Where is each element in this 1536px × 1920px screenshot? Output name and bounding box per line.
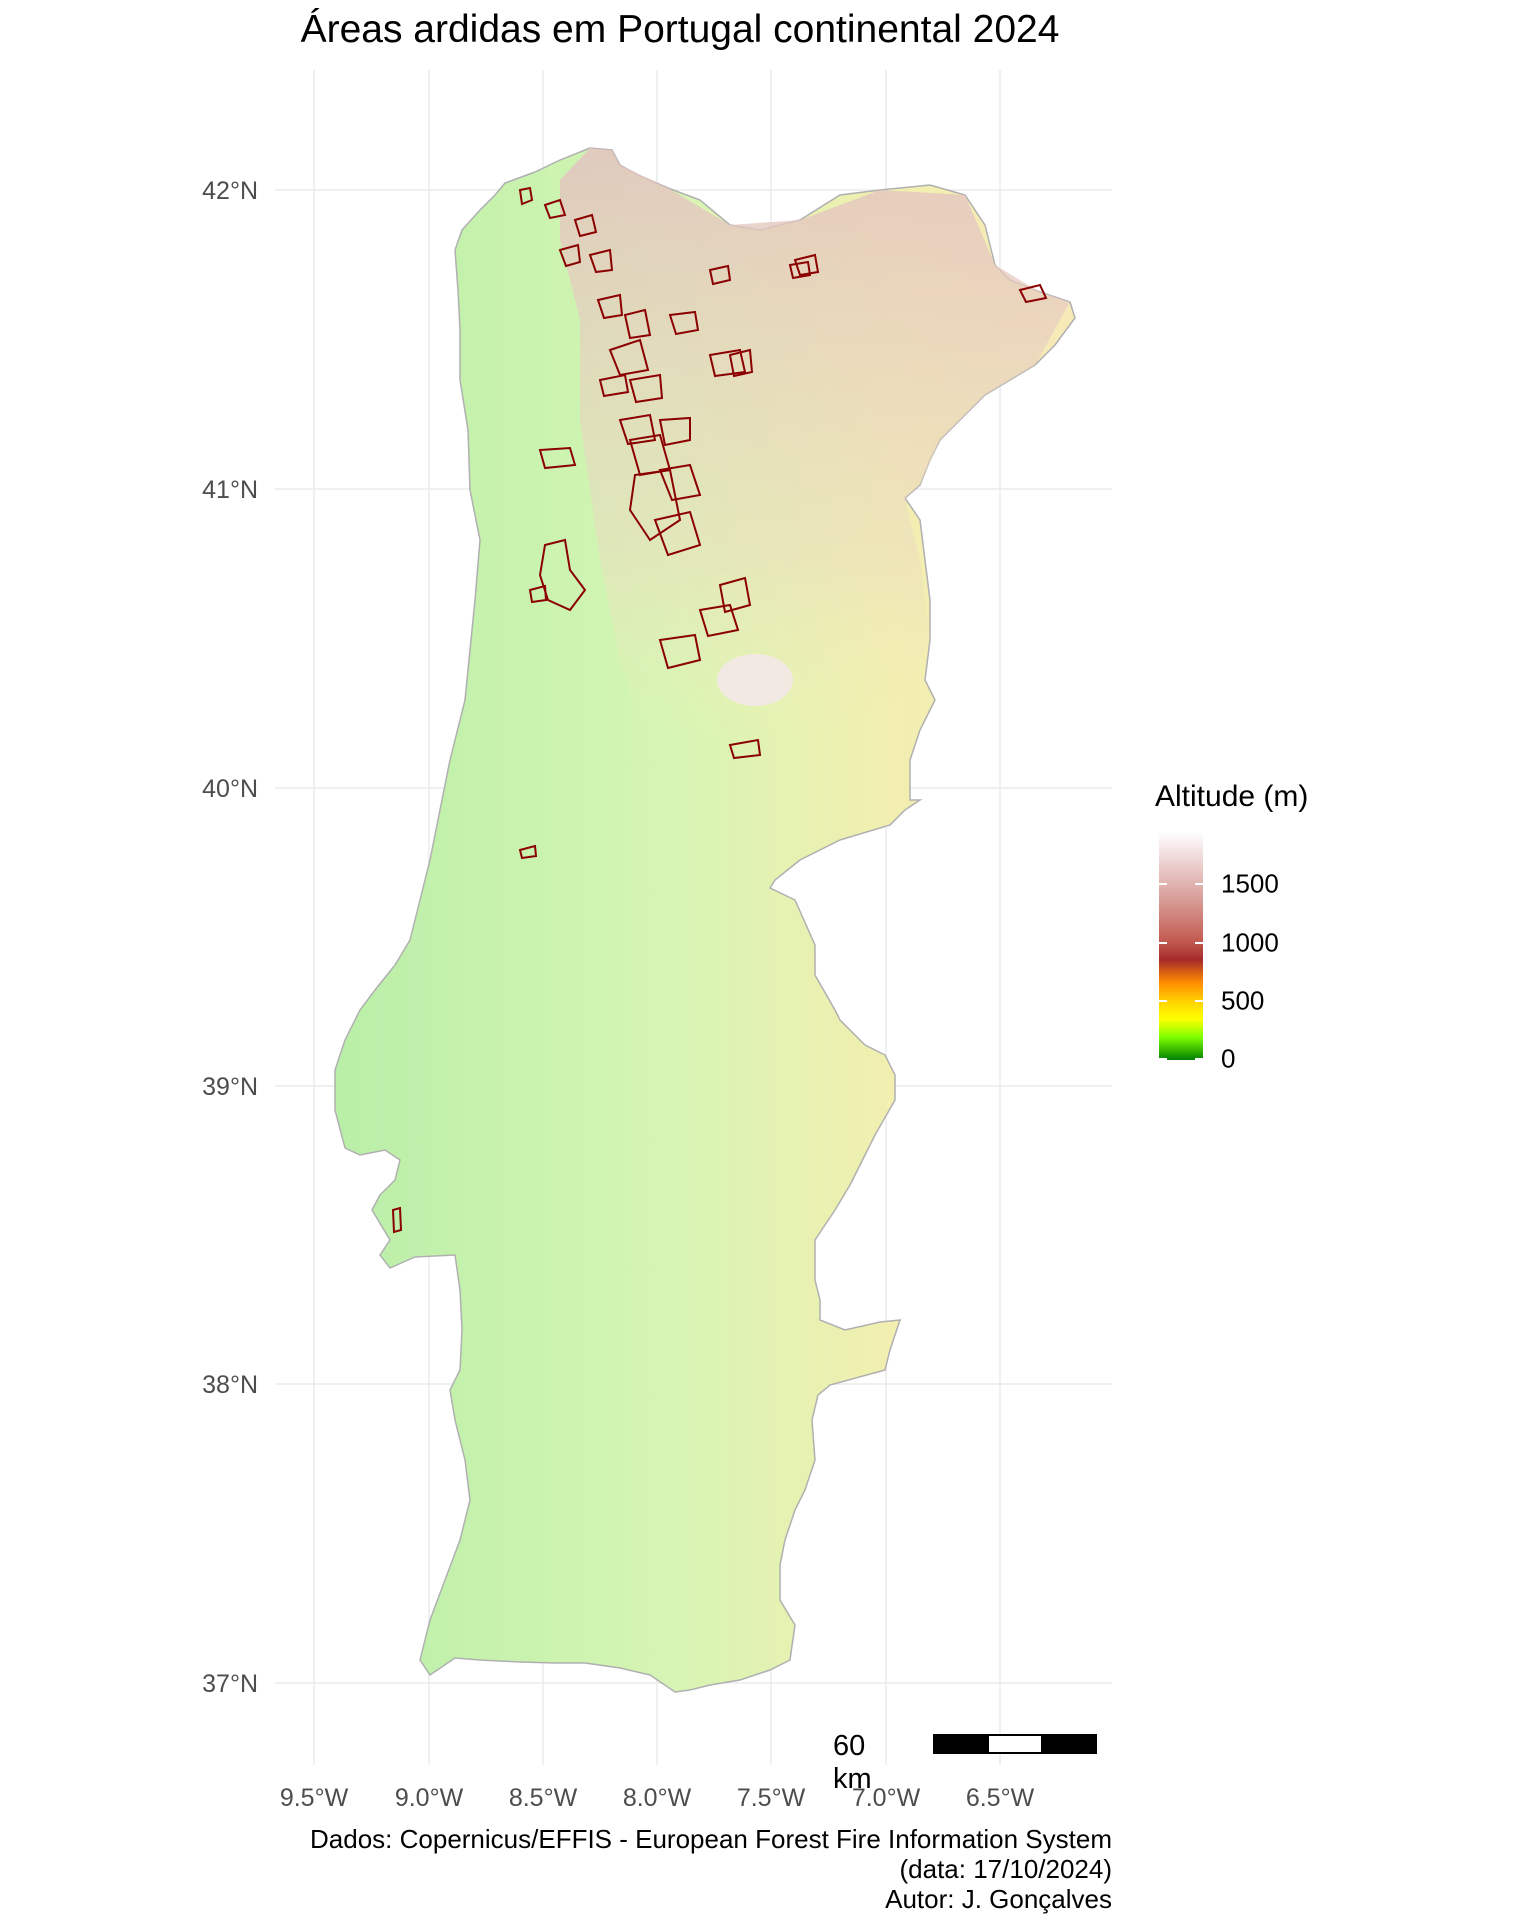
legend-label: 1500: [1221, 868, 1279, 899]
burned-area: [668, 310, 700, 336]
burned-area: [538, 538, 587, 612]
burned-area: [538, 446, 577, 470]
burned-area: [518, 844, 538, 860]
burned-area: [788, 260, 812, 280]
legend-tick: [1159, 1000, 1203, 1002]
legend-tick: [1159, 883, 1203, 885]
y-tick-label: 39°N: [202, 1073, 258, 1101]
burned-area: [573, 213, 598, 238]
burned-area: [628, 373, 664, 404]
burned-area: [728, 738, 762, 760]
caption-date: (data: 17/10/2024): [899, 1854, 1113, 1884]
burned-area: [558, 243, 582, 268]
burned-area: [653, 510, 702, 557]
x-tick-label: 8.0°W: [623, 1784, 692, 1812]
burned-area: [596, 293, 624, 320]
map-title: Áreas ardidas em Portugal continental 20…: [300, 8, 1060, 51]
x-tick-label: 9.5°W: [280, 1784, 349, 1812]
burned-area: [698, 603, 740, 638]
burned-area: [518, 186, 534, 206]
x-tick-label: 6.5°W: [966, 1784, 1035, 1812]
burned-area: [718, 576, 752, 614]
burned-area: [528, 584, 548, 604]
scale-bar-segment: [987, 1734, 1043, 1754]
burned-area: [543, 198, 567, 220]
burned-area: [588, 248, 614, 274]
burned-area: [618, 413, 657, 446]
legend-label: 1000: [1221, 927, 1279, 958]
legend-label: 0: [1221, 1043, 1236, 1074]
burned-area: [708, 264, 732, 286]
burned-area: [658, 633, 702, 670]
scale-bar-label: 60 km: [833, 1730, 872, 1795]
caption-author: Autor: J. Gonçalves: [885, 1884, 1112, 1914]
y-tick-label: 42°N: [202, 177, 258, 205]
burned-area: [598, 373, 630, 398]
burned-area: [628, 468, 682, 542]
caption: Dados: Copernicus/EFFIS - European Fores…: [310, 1824, 1112, 1914]
burned-area: [391, 1206, 403, 1234]
burned-area: [608, 338, 650, 377]
y-tick-label: 41°N: [202, 476, 258, 504]
northern-highlands: [560, 148, 1070, 740]
x-tick-label: 8.5°W: [509, 1784, 578, 1812]
scale-bar-segment: [933, 1734, 989, 1754]
x-tick-label: 7.0°W: [852, 1784, 921, 1812]
legend-title: Altitude (m): [1155, 780, 1309, 813]
y-tick-label: 37°N: [202, 1670, 258, 1698]
legend-tick: [1159, 942, 1203, 944]
burned-area: [728, 348, 754, 378]
y-tick-label: 38°N: [202, 1371, 258, 1399]
burned-area: [1018, 283, 1048, 304]
burned-area: [623, 308, 652, 340]
serra-da-estrela: [717, 654, 793, 706]
legend-label: 500: [1221, 985, 1265, 1016]
burned-area: [708, 348, 747, 378]
x-tick-label: 7.5°W: [737, 1784, 806, 1812]
x-tick-label: 9.0°W: [395, 1784, 464, 1812]
burned-area: [658, 416, 691, 447]
legend-colorbar: [1159, 832, 1203, 1060]
burned-area: [658, 463, 702, 502]
y-tick-label: 40°N: [202, 775, 258, 803]
altitude-legend: Altitude (m) 1500 1000 500 0: [1155, 780, 1309, 1074]
scale-bar-segment: [1041, 1734, 1097, 1754]
caption-source: Dados: Copernicus/EFFIS - European Fores…: [310, 1824, 1112, 1854]
burned-area: [793, 253, 820, 277]
burned-areas: [391, 186, 1048, 1234]
legend-tick: [1159, 1058, 1203, 1060]
